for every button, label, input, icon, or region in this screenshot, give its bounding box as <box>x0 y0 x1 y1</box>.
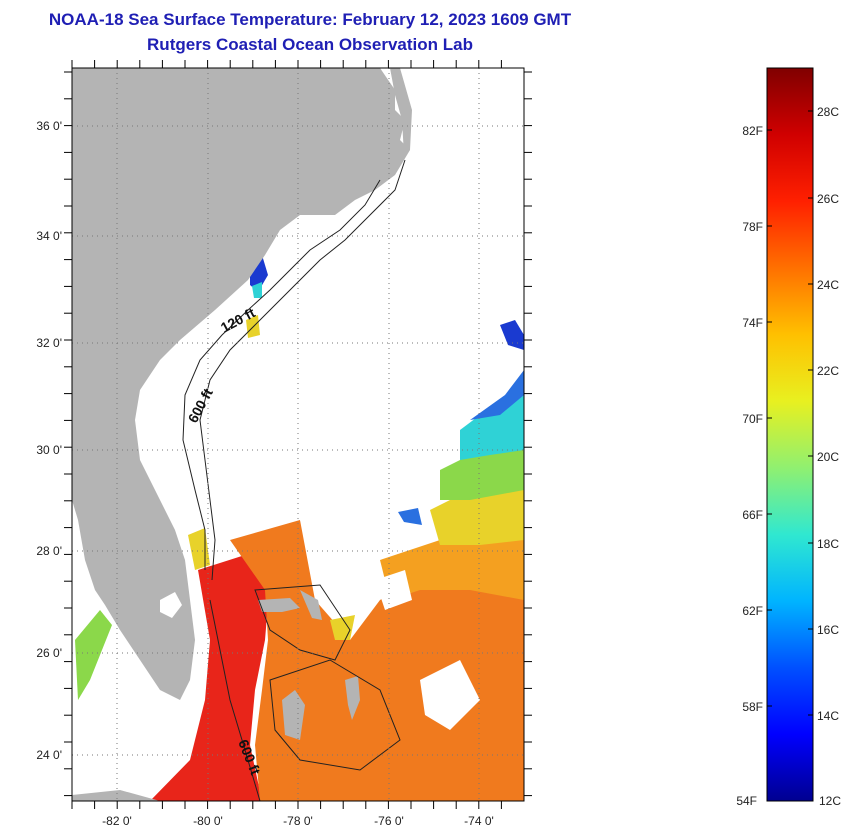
graticule <box>72 68 524 801</box>
isobath-600ft <box>199 159 406 581</box>
axis-ticks <box>64 60 532 809</box>
plot-area: 120 ft 600 ft 600 ft <box>72 68 524 801</box>
colorbar-scale <box>766 67 814 802</box>
land-outer-banks <box>390 68 412 155</box>
land-bahamas-abaco <box>300 590 322 620</box>
land-bahamas-eleuthera <box>345 676 360 720</box>
sst-yellow-bahamas <box>330 615 355 640</box>
isobath-600ft-south <box>209 599 261 801</box>
cb-f-label: 82F <box>742 124 763 138</box>
cloud-mass-2 <box>420 660 480 730</box>
lon-tick-label: -78 0' <box>283 814 313 828</box>
sst-green-gulfstream <box>440 445 524 500</box>
cloud-mass-3 <box>375 570 412 610</box>
sst-orange-south <box>230 520 524 801</box>
cb-c-label: 14C <box>817 709 839 723</box>
cb-f-label: 62F <box>742 604 763 618</box>
lat-tick-label: 24 0' <box>36 748 62 762</box>
land-us-east-coast <box>72 68 410 700</box>
cloud-mass-1 <box>300 505 380 560</box>
cb-c-label: 16C <box>817 623 839 637</box>
lon-tick-label: -82 0' <box>102 814 132 828</box>
cb-c-label: 28C <box>817 105 839 119</box>
latitude-axis-labels: 36 0' 34 0' 32 0' 30 0' 28 0' 26 0' 24 0… <box>36 119 62 762</box>
colorbar-celsius-labels: 28C 26C 24C 22C 20C 18C 16C 14C 12C <box>817 105 841 808</box>
cb-f-label: 66F <box>742 508 763 522</box>
sst-green-florida-keys-west <box>75 610 112 700</box>
lat-tick-label: 32 0' <box>36 336 62 350</box>
longitude-axis-labels: -82 0' -80 0' -78 0' -76 0' -74 0' <box>102 814 494 828</box>
lon-tick-label: -76 0' <box>374 814 404 828</box>
cb-c-label: 26C <box>817 192 839 206</box>
cb-f-label: 58F <box>742 700 763 714</box>
land-cuba-edge <box>72 790 160 801</box>
sst-blue-patch-mid <box>398 508 422 525</box>
cb-c-label: 18C <box>817 537 839 551</box>
lat-tick-label: 26 0' <box>36 646 62 660</box>
cb-f-label: 74F <box>742 316 763 330</box>
sst-yellow-east <box>430 480 524 545</box>
lat-tick-label: 34 0' <box>36 229 62 243</box>
sst-blue-gulfstream <box>470 370 524 420</box>
colorbar-fahrenheit-labels: 82F 78F 74F 70F 66F 62F 58F 54F <box>736 124 763 808</box>
lon-tick-label: -74 0' <box>464 814 494 828</box>
lat-tick-label: 28 0' <box>36 544 62 558</box>
land-bahamas-grand <box>258 598 300 612</box>
lat-tick-label: 30 0' <box>36 443 62 457</box>
colorbar: 82F 78F 74F 70F 66F 62F 58F 54F 28C 26C … <box>736 67 841 808</box>
sst-cyan-patch-coast <box>252 282 262 298</box>
isobath-120ft <box>182 179 381 570</box>
sst-red-florida-current <box>150 555 270 801</box>
lon-tick-label: -80 0' <box>193 814 223 828</box>
isobath-bahamas-great-bank <box>269 659 401 771</box>
isobath-bahamas-banks <box>254 584 351 661</box>
cb-c-label: 24C <box>817 278 839 292</box>
colorbar-ticks <box>767 110 813 716</box>
lat-tick-label: 36 0' <box>36 119 62 133</box>
map-subtitle: Rutgers Coastal Ocean Observation Lab <box>147 35 473 54</box>
land-lake-okeechobee <box>160 592 182 618</box>
cb-f-label: 54F <box>736 794 757 808</box>
map-title: NOAA-18 Sea Surface Temperature: Februar… <box>48 10 572 29</box>
cb-f-label: 78F <box>742 220 763 234</box>
land-bahamas-andros <box>282 690 305 740</box>
cb-f-label: 70F <box>742 412 763 426</box>
cb-c-label: 20C <box>817 450 839 464</box>
cb-c-label: 12C <box>819 794 841 808</box>
cb-c-label: 22C <box>817 364 839 378</box>
